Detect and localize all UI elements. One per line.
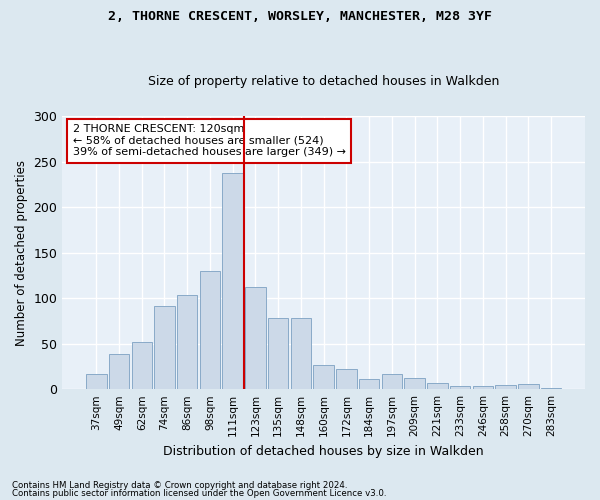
Title: Size of property relative to detached houses in Walkden: Size of property relative to detached ho… xyxy=(148,76,499,88)
Text: Contains public sector information licensed under the Open Government Licence v3: Contains public sector information licen… xyxy=(12,488,386,498)
Bar xyxy=(541,388,561,389)
Bar xyxy=(290,318,311,389)
Bar xyxy=(382,374,402,389)
Bar xyxy=(450,386,470,389)
Bar xyxy=(427,383,448,389)
Bar xyxy=(200,271,220,389)
X-axis label: Distribution of detached houses by size in Walkden: Distribution of detached houses by size … xyxy=(163,444,484,458)
Text: 2 THORNE CRESCENT: 120sqm
← 58% of detached houses are smaller (524)
39% of semi: 2 THORNE CRESCENT: 120sqm ← 58% of detac… xyxy=(73,124,346,158)
Bar xyxy=(313,364,334,389)
Bar xyxy=(473,386,493,389)
Bar xyxy=(336,369,356,389)
Bar xyxy=(131,342,152,389)
Bar xyxy=(86,374,107,389)
Bar xyxy=(154,306,175,389)
Bar xyxy=(518,384,539,389)
Y-axis label: Number of detached properties: Number of detached properties xyxy=(15,160,28,346)
Text: 2, THORNE CRESCENT, WORSLEY, MANCHESTER, M28 3YF: 2, THORNE CRESCENT, WORSLEY, MANCHESTER,… xyxy=(108,10,492,23)
Bar xyxy=(245,287,266,389)
Bar xyxy=(223,172,243,389)
Bar xyxy=(496,384,516,389)
Bar xyxy=(268,318,289,389)
Bar xyxy=(359,379,379,389)
Bar xyxy=(177,296,197,389)
Text: Contains HM Land Registry data © Crown copyright and database right 2024.: Contains HM Land Registry data © Crown c… xyxy=(12,481,347,490)
Bar xyxy=(404,378,425,389)
Bar xyxy=(109,354,129,389)
